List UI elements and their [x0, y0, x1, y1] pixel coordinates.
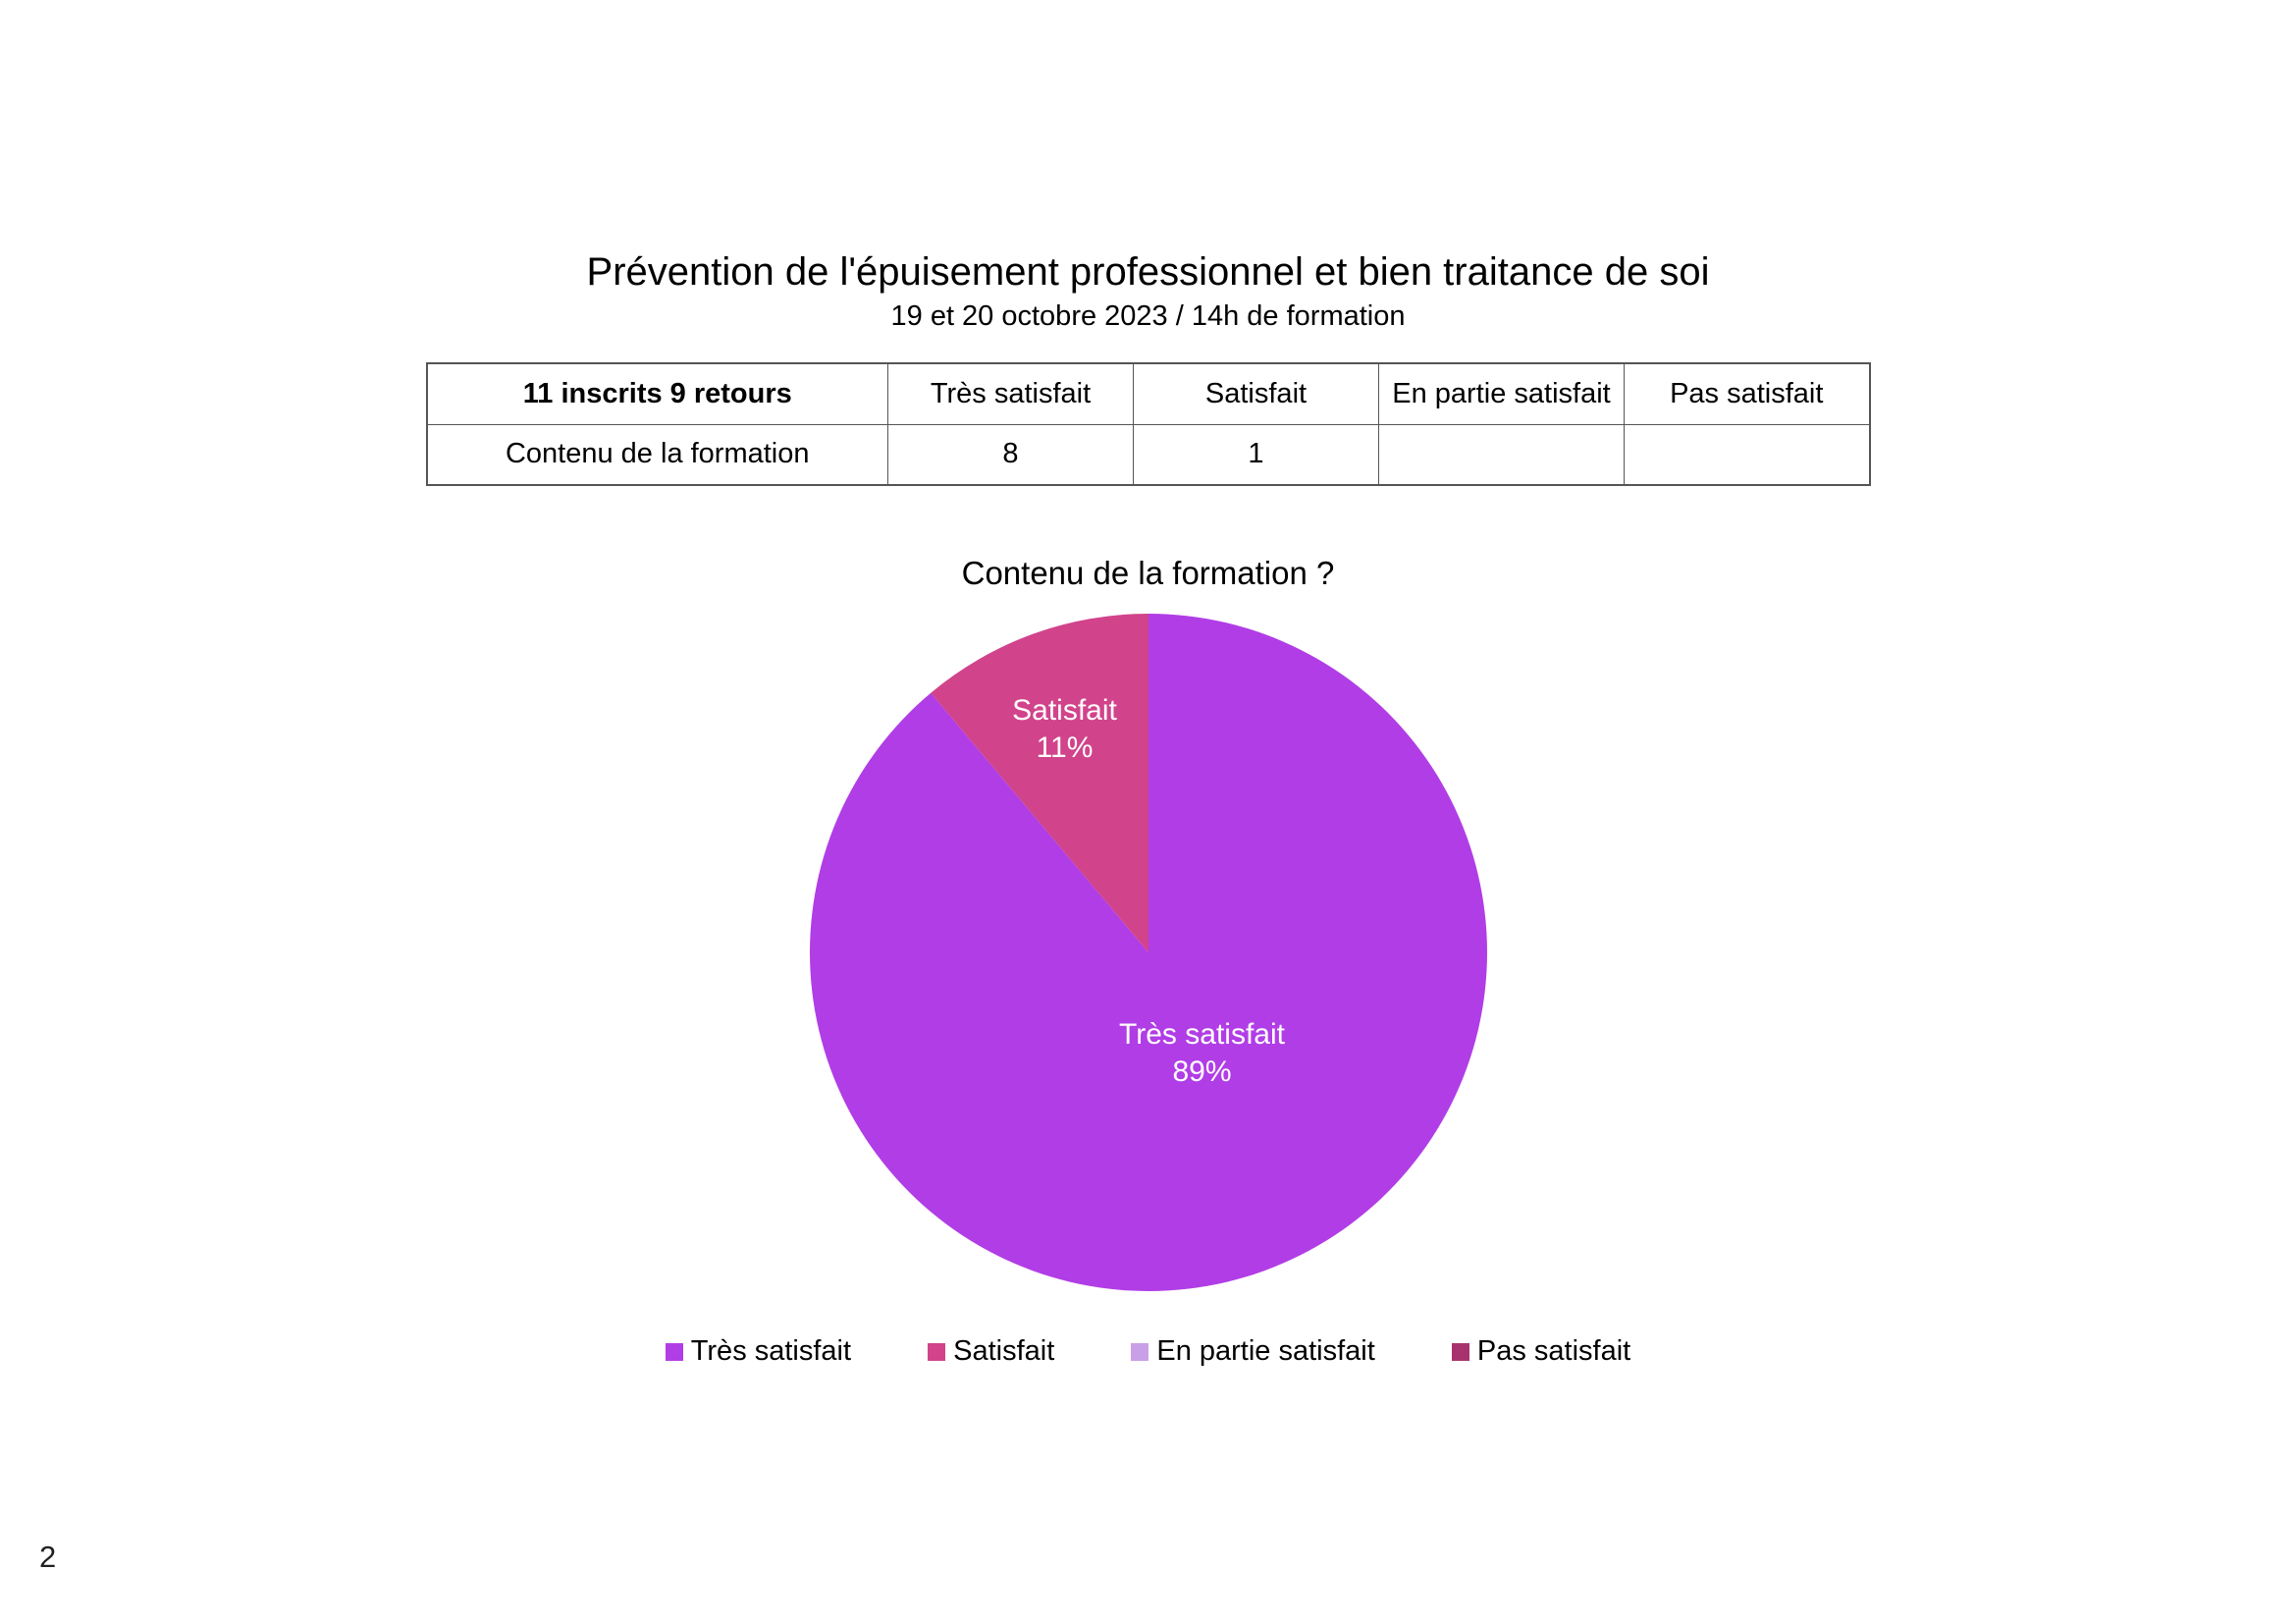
pie-svg — [810, 614, 1487, 1291]
legend-swatch — [928, 1343, 945, 1361]
legend-item: Très satisfait — [666, 1335, 851, 1368]
chart-title: Contenu de la formation ? — [0, 555, 2296, 592]
legend-swatch — [1131, 1343, 1148, 1361]
chart-legend: Très satisfait Satisfait En partie satis… — [0, 1335, 2296, 1369]
table-row: Contenu de la formation 8 1 — [427, 424, 1870, 485]
pie-chart: Satisfait 11% Très satisfait 89% — [810, 614, 1487, 1296]
table-cell: Contenu de la formation — [427, 424, 888, 485]
page-subtitle: 19 et 20 octobre 2023 / 14h de formation — [0, 300, 2296, 333]
legend-item: En partie satisfait — [1131, 1335, 1374, 1368]
page-number: 2 — [39, 1540, 56, 1575]
table-cell — [1379, 424, 1625, 485]
table-header-cell: Pas satisfait — [1625, 363, 1870, 424]
survey-table: 11 inscrits 9 retours Très satisfait Sat… — [426, 362, 1871, 486]
table-header-row: 11 inscrits 9 retours Très satisfait Sat… — [427, 363, 1870, 424]
legend-label: Pas satisfait — [1477, 1335, 1630, 1368]
legend-label: En partie satisfait — [1156, 1335, 1374, 1368]
table-header-cell: 11 inscrits 9 retours — [427, 363, 888, 424]
pie-chart-block: Contenu de la formation ? Satisfait 11% … — [0, 555, 2296, 1369]
legend-swatch — [1452, 1343, 1469, 1361]
legend-label: Très satisfait — [691, 1335, 851, 1368]
legend-item: Pas satisfait — [1452, 1335, 1630, 1368]
table-header-cell: En partie satisfait — [1379, 363, 1625, 424]
table-cell: 1 — [1134, 424, 1379, 485]
table-cell: 8 — [888, 424, 1134, 485]
legend-label: Satisfait — [953, 1335, 1054, 1368]
table-header-cell: Satisfait — [1134, 363, 1379, 424]
legend-item: Satisfait — [928, 1335, 1054, 1368]
page-title: Prévention de l'épuisement professionnel… — [0, 250, 2296, 295]
legend-swatch — [666, 1343, 683, 1361]
table-header-cell: Très satisfait — [888, 363, 1134, 424]
table-cell — [1625, 424, 1870, 485]
